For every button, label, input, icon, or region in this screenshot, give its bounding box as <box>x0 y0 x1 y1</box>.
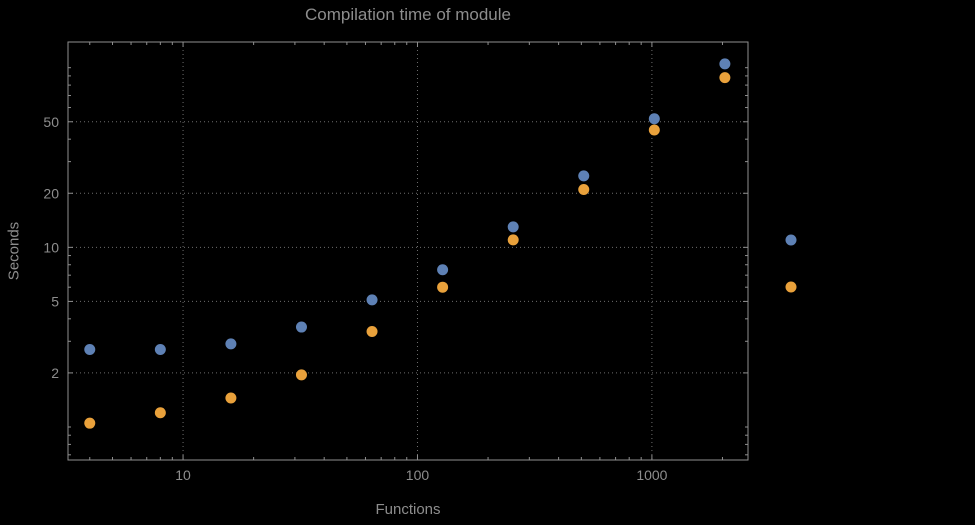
data-point-series-2-orange <box>295 369 307 381</box>
x-tick-label: 1000 <box>636 467 667 483</box>
data-point-series-2-orange <box>84 417 96 429</box>
y-tick-label: 2 <box>51 365 59 381</box>
data-point-series-2-orange <box>154 407 166 419</box>
y-tick-label: 20 <box>43 185 59 201</box>
data-point-series-2-orange <box>507 234 519 246</box>
data-point-series-2-orange <box>648 124 660 136</box>
y-tick-label: 10 <box>43 239 59 255</box>
data-point-series-1-blue <box>437 264 449 276</box>
y-tick-label: 5 <box>51 293 59 309</box>
chart-title: Compilation time of module <box>305 5 511 24</box>
data-point-series-1-blue <box>295 321 307 333</box>
data-point-series-1-blue <box>84 343 96 355</box>
plot-frame <box>67 41 749 461</box>
y-axis-label: Seconds <box>5 221 23 281</box>
data-point-series-1-blue <box>719 58 731 70</box>
x-tick-label: 10 <box>175 467 191 483</box>
data-point-series-1-blue <box>648 113 660 125</box>
data-point-series-1-blue <box>507 221 519 233</box>
data-point-series-2-orange <box>578 183 590 195</box>
x-tick-label: 100 <box>406 467 430 483</box>
legend-marker-2 <box>785 281 797 293</box>
x-axis-label: Functions <box>375 501 441 518</box>
data-point-series-2-orange <box>719 72 731 84</box>
data-point-series-1-blue <box>154 343 166 355</box>
data-point-series-2-orange <box>437 281 449 293</box>
data-point-series-1-blue <box>578 170 590 182</box>
data-point-series-1-blue <box>225 338 237 350</box>
data-point-series-2-orange <box>366 326 378 338</box>
data-point-series-1-blue <box>366 294 378 306</box>
data-point-series-2-orange <box>225 392 237 404</box>
y-tick-label: 50 <box>43 114 59 130</box>
legend-marker-1 <box>785 234 797 246</box>
